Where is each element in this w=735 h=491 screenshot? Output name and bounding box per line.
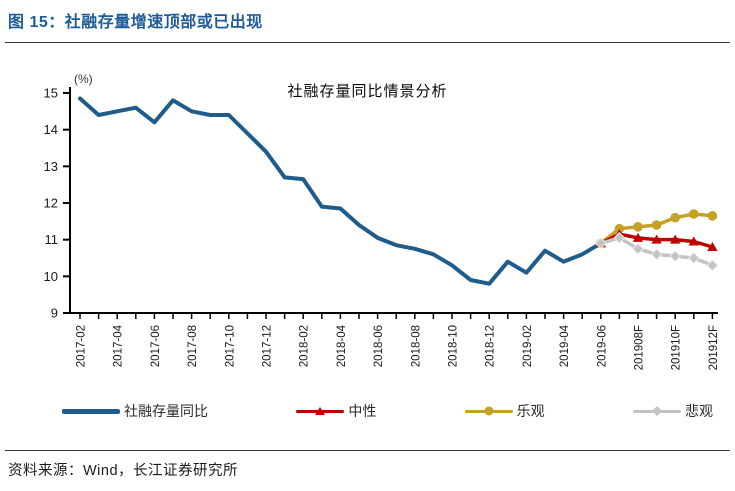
legend-label: 乐观 — [516, 403, 545, 419]
line-chart: 9 10 11 12 13 14 15 2017-02 2017-04 2017-06 2017-0… — [44, 86, 720, 371]
svg-text:201912F: 201912F — [708, 325, 720, 370]
svg-text:14: 14 — [44, 122, 58, 137]
legend-item-actual: 社融存量同比 — [62, 401, 208, 421]
red-triangle-swatch-icon — [296, 405, 345, 417]
chart-legend: 社融存量同比 中性 乐观 悲观 — [0, 401, 735, 421]
gold-circle-swatch-icon — [464, 405, 513, 417]
blue-line-swatch-icon — [62, 405, 120, 417]
svg-text:11: 11 — [45, 232, 59, 247]
footer-divider — [5, 450, 730, 451]
legend-label: 中性 — [348, 403, 377, 419]
svg-text:12: 12 — [44, 196, 58, 211]
svg-text:2018-12: 2018-12 — [485, 325, 497, 367]
svg-text:2019-02: 2019-02 — [522, 325, 534, 367]
svg-text:2018-06: 2018-06 — [373, 325, 385, 367]
svg-text:10: 10 — [44, 269, 58, 284]
svg-text:2019-06: 2019-06 — [596, 325, 608, 367]
header-divider — [5, 42, 730, 43]
legend-item-pessimistic: 悲观 — [632, 401, 713, 421]
legend-label: 悲观 — [684, 403, 713, 419]
svg-text:2017-10: 2017-10 — [224, 325, 236, 367]
svg-text:2018-02: 2018-02 — [299, 325, 311, 367]
legend-label: 社融存量同比 — [124, 403, 208, 419]
legend-item-optimistic: 乐观 — [464, 401, 545, 421]
svg-text:2017-12: 2017-12 — [262, 325, 274, 367]
svg-text:2019-04: 2019-04 — [559, 324, 571, 367]
svg-text:13: 13 — [44, 159, 58, 174]
svg-text:201908F: 201908F — [634, 325, 646, 370]
svg-text:2017-02: 2017-02 — [76, 325, 88, 367]
svg-text:2018-04: 2018-04 — [336, 324, 348, 367]
svg-text:2018-10: 2018-10 — [448, 325, 460, 367]
gray-diamond-swatch-icon — [632, 405, 681, 417]
svg-text:2017-08: 2017-08 — [187, 325, 199, 367]
chart-title: 社融存量同比情景分析 — [287, 83, 448, 100]
svg-text:2018-08: 2018-08 — [410, 325, 422, 367]
legend-item-neutral: 中性 — [296, 401, 376, 421]
figure-title: 图 15：社融存量增速顶部或已出现 — [8, 14, 263, 31]
svg-text:2017-06: 2017-06 — [150, 325, 162, 367]
data-source-note: 资料来源：Wind，长江证券研究所 — [8, 463, 239, 479]
svg-text:15: 15 — [44, 86, 58, 101]
y-axis-unit-label: (%) — [74, 72, 93, 86]
svg-text:9: 9 — [51, 306, 58, 321]
svg-text:2017-04: 2017-04 — [113, 324, 125, 367]
svg-text:201910F: 201910F — [671, 325, 683, 370]
